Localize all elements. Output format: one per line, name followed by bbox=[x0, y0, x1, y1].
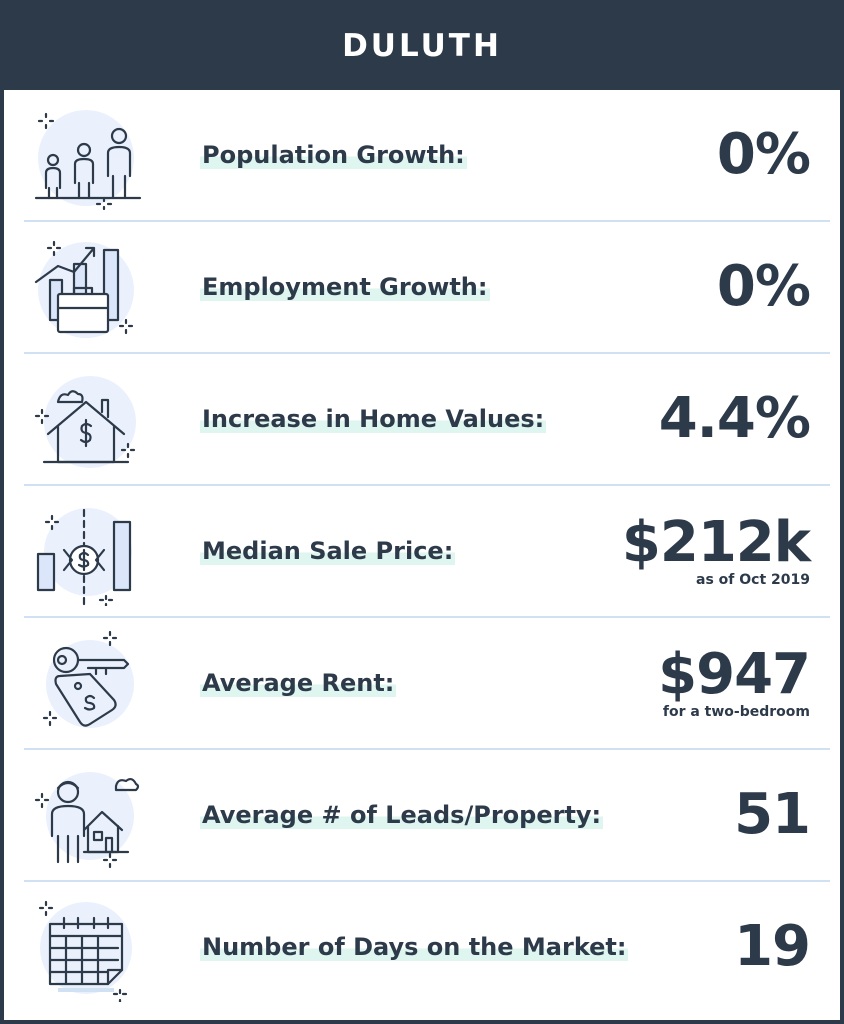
row-divider bbox=[24, 220, 830, 222]
stat-value: $212k as of Oct 2019 bbox=[621, 510, 811, 589]
stat-value: 0% bbox=[716, 122, 811, 187]
row-divider bbox=[24, 352, 830, 354]
stat-row-employment: Employment Growth: 0% bbox=[24, 222, 830, 352]
stat-row-days-on-market: Number of Days on the Market: 19 bbox=[24, 882, 830, 1012]
stat-label: Average Rent: bbox=[200, 669, 397, 697]
person-house-icon bbox=[34, 772, 140, 869]
row-divider bbox=[24, 484, 830, 486]
briefcase-chart-icon bbox=[34, 240, 134, 338]
header-bar: DULUTH bbox=[0, 0, 844, 92]
bar-chart-dollar-icon bbox=[36, 508, 132, 606]
stat-value: 4.4% bbox=[658, 386, 811, 451]
row-divider bbox=[24, 616, 830, 618]
stat-value: 0% bbox=[716, 254, 811, 319]
stat-note: as of Oct 2019 bbox=[696, 572, 810, 588]
row-divider bbox=[24, 748, 830, 750]
house-dollar-icon bbox=[34, 376, 136, 468]
stat-row-home-values: Increase in Home Values: 4.4% bbox=[24, 354, 830, 484]
stat-label: Employment Growth: bbox=[200, 273, 490, 301]
stat-row-leads: Average # of Leads/Property: 51 bbox=[24, 750, 830, 880]
row-divider bbox=[24, 880, 830, 882]
stat-label: Population Growth: bbox=[200, 141, 467, 169]
stat-label: Average # of Leads/Property: bbox=[200, 801, 604, 829]
calendar-icon bbox=[38, 900, 132, 1002]
stat-label: Number of Days on the Market: bbox=[200, 933, 629, 961]
stat-label: Median Sale Price: bbox=[200, 537, 456, 565]
stat-label: Increase in Home Values: bbox=[200, 405, 547, 433]
stats-panel: Population Growth: 0% Employment Growth:… bbox=[4, 90, 840, 1020]
stat-row-median-price: Median Sale Price: $212k as of Oct 2019 bbox=[24, 486, 830, 616]
city-title: DULUTH bbox=[342, 28, 502, 64]
stat-row-population: Population Growth: 0% bbox=[24, 90, 830, 220]
stat-note: for a two-bedroom bbox=[662, 704, 810, 720]
key-tag-icon bbox=[42, 630, 134, 728]
stat-value: 51 bbox=[734, 782, 811, 847]
family-icon bbox=[34, 110, 142, 210]
stat-value: $947 for a two-bedroom bbox=[658, 642, 811, 721]
stat-value: 19 bbox=[734, 914, 811, 979]
stat-row-average-rent: Average Rent: $947 for a two-bedroom bbox=[24, 618, 830, 748]
